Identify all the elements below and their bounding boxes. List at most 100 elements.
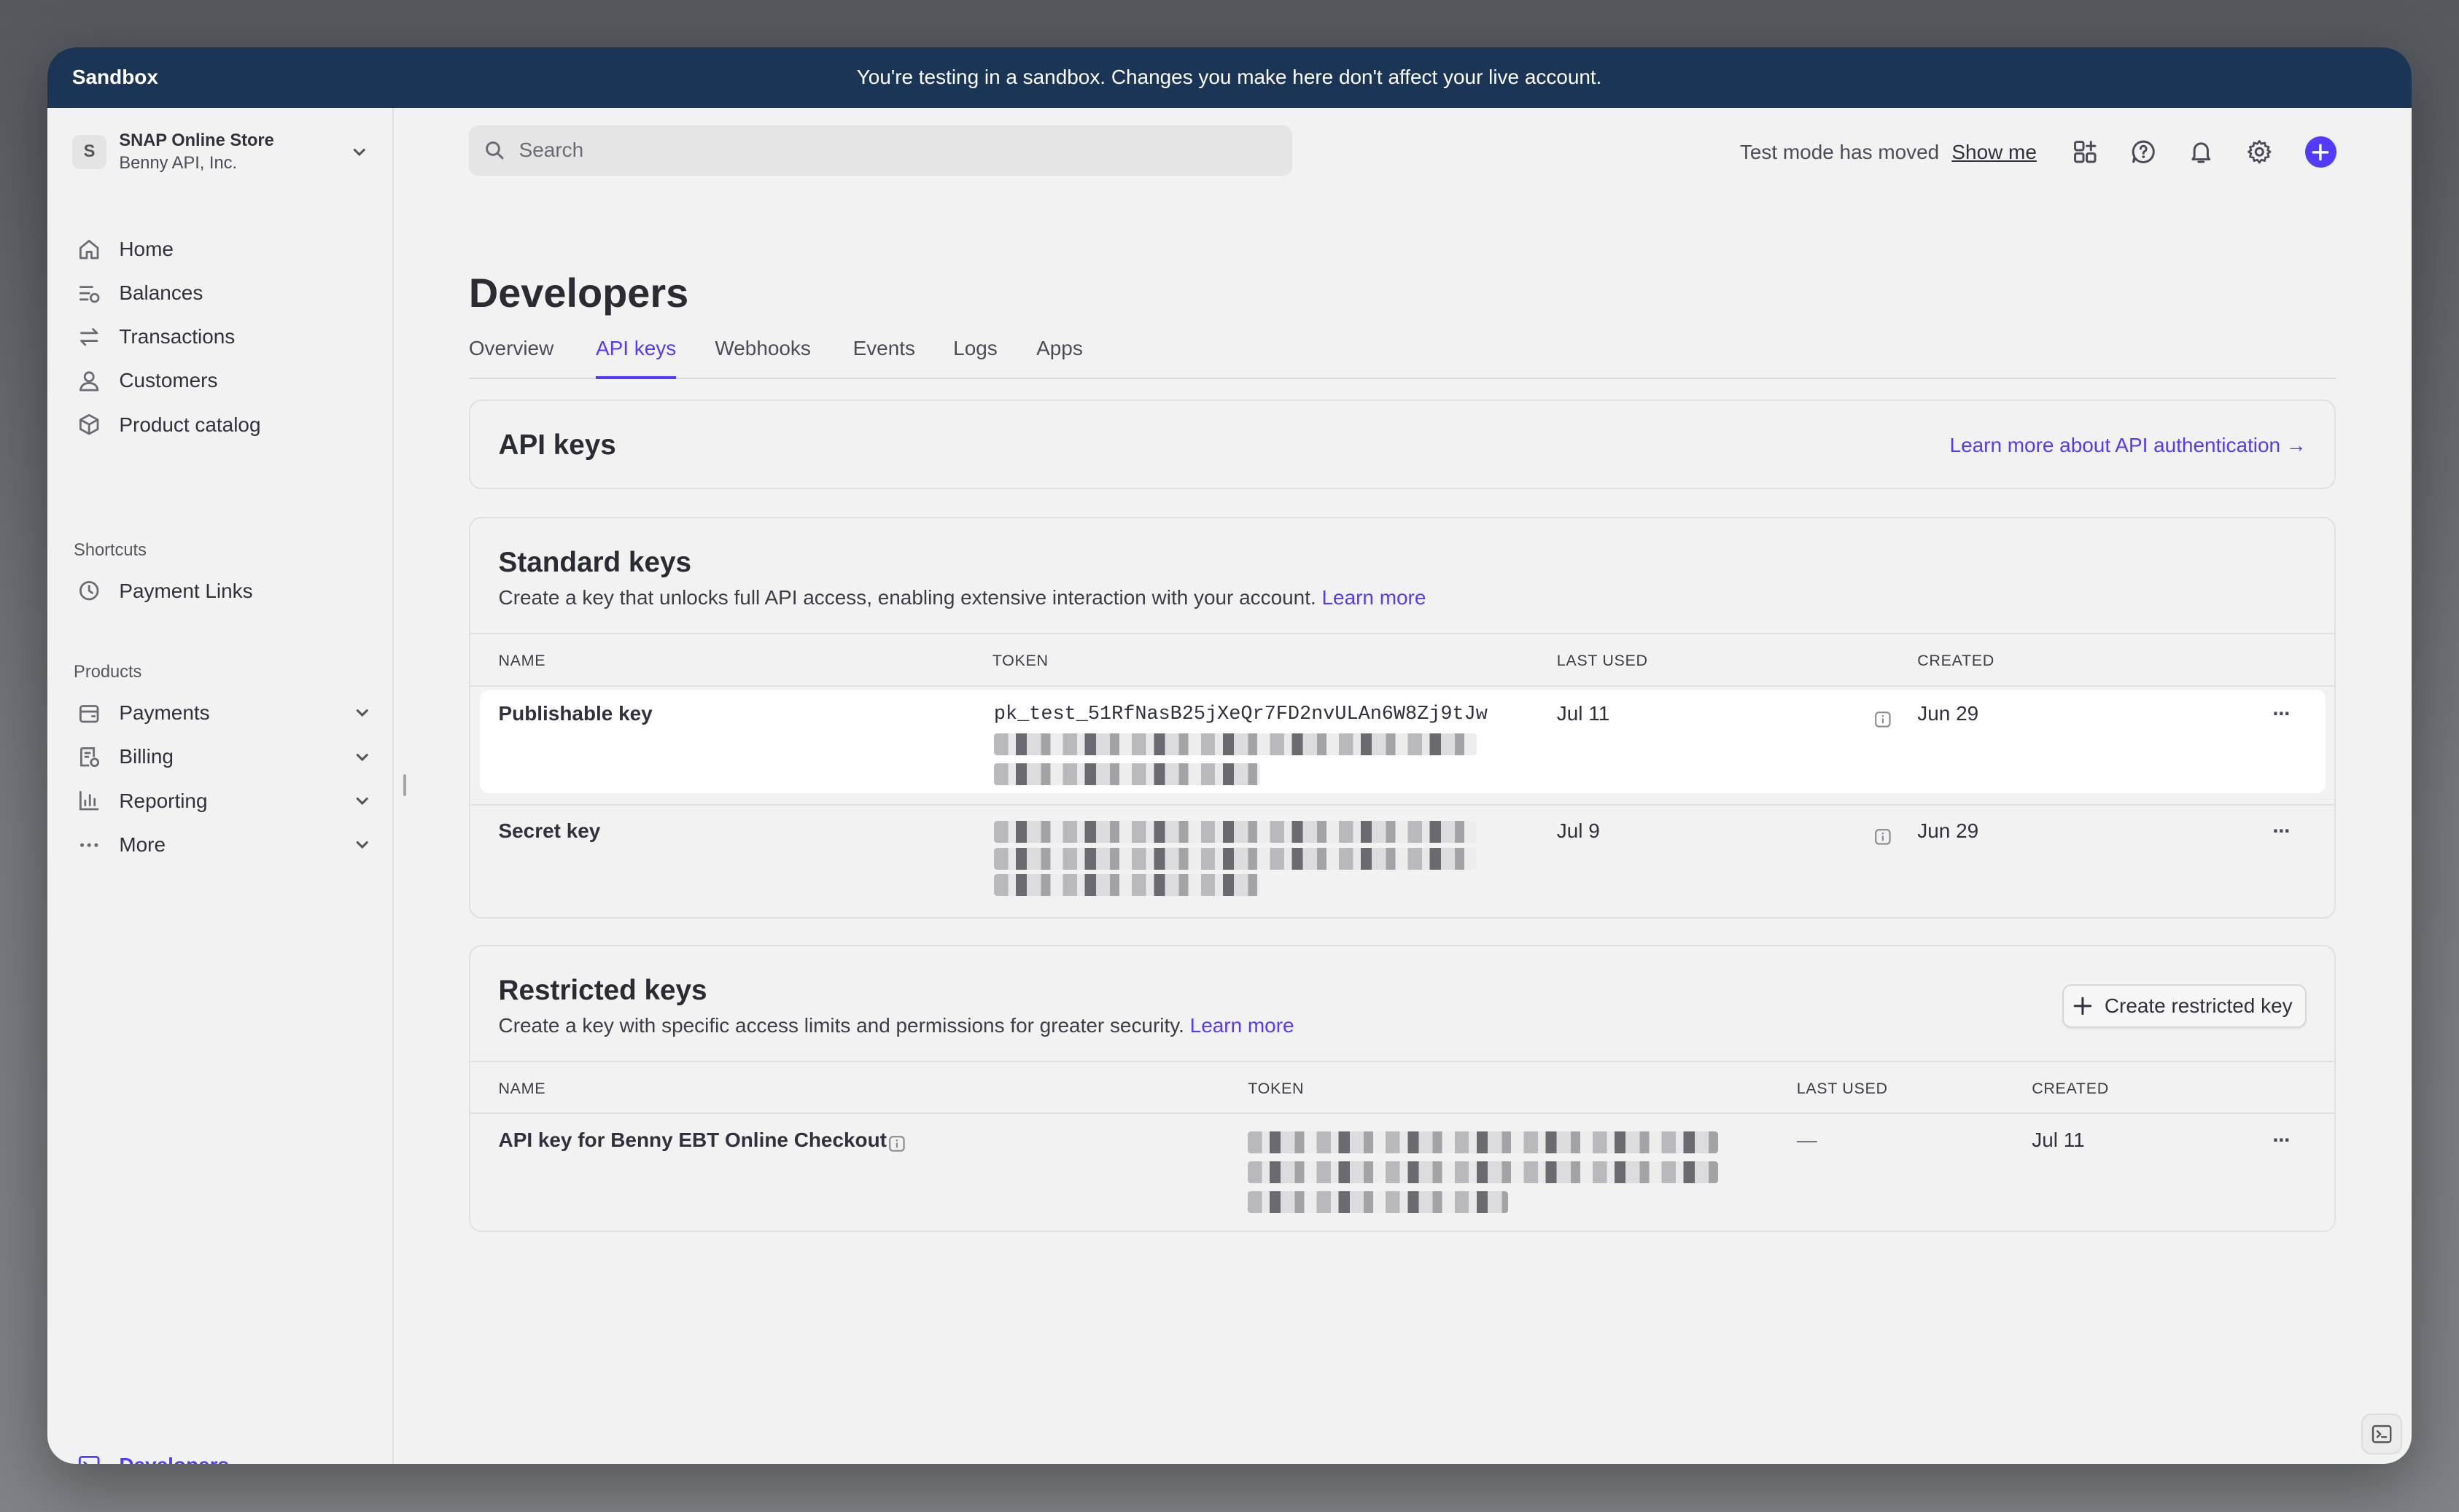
- apps-icon[interactable]: [2070, 136, 2101, 168]
- more-options-icon[interactable]: ···: [2272, 1129, 2291, 1153]
- transactions-icon: [75, 323, 104, 351]
- sidebar-item-product-catalog[interactable]: Product catalog: [75, 406, 373, 444]
- redacted-token-line: [993, 763, 1261, 785]
- redacted-token-line: [993, 847, 1477, 870]
- account-name: SNAP Online Store: [119, 131, 274, 151]
- column-header-token: TOKEN: [1248, 1080, 1305, 1098]
- plus-icon: [2073, 995, 2095, 1017]
- sidebar-item-label: Reporting: [119, 789, 208, 812]
- sidebar-item-transactions[interactable]: Transactions: [75, 318, 373, 356]
- standard-keys-learn-more-link[interactable]: Learn more: [1321, 585, 1426, 609]
- key-token[interactable]: pk_test_51RfNasB25jXeQr7FD2nvULAn6W8Zj9t…: [993, 704, 1488, 726]
- sidebar: S SNAP Online Store Benny API, Inc. Home…: [47, 108, 394, 1465]
- bell-icon[interactable]: [2186, 136, 2217, 168]
- tab-events[interactable]: Events: [852, 337, 915, 360]
- restricted-keys-title: Restricted keys: [498, 975, 707, 1007]
- products-heading: Products: [74, 663, 142, 682]
- standard-keys-card: Standard keys Create a key that unlocks …: [468, 517, 2336, 919]
- create-restricted-key-button[interactable]: Create restricted key: [2062, 984, 2307, 1029]
- api-keys-card: API keys Learn more about API authentica…: [468, 400, 2336, 489]
- sidebar-item-label: Payments: [119, 701, 210, 725]
- sidebar-item-label: Transactions: [119, 325, 236, 348]
- tab-logs[interactable]: Logs: [953, 337, 998, 360]
- redacted-token-line: [993, 874, 1261, 897]
- chevron-down-icon: [351, 790, 373, 812]
- standard-keys-table-header: NAME TOKEN LAST USED CREATED: [470, 633, 2335, 687]
- restricted-keys-card: Restricted keys Create a key with specif…: [468, 945, 2336, 1232]
- box-icon: [75, 410, 104, 439]
- account-avatar: S: [71, 134, 107, 170]
- sidebar-item-customers[interactable]: Customers: [75, 362, 373, 400]
- restricted-keys-desc-text: Create a key with specific access limits…: [498, 1013, 1184, 1037]
- table-row-restricted-key[interactable]: API key for Benny EBT Online Checkout — …: [470, 1114, 2335, 1230]
- sidebar-item-payments[interactable]: Payments: [75, 694, 373, 732]
- sidebar-item-balances[interactable]: Balances: [75, 274, 373, 312]
- sandbox-title: Sandbox: [71, 66, 158, 89]
- search-input[interactable]: Search: [468, 125, 1292, 176]
- column-header-name: NAME: [498, 652, 546, 670]
- sidebar-item-label: Customers: [119, 369, 218, 392]
- key-last-used: —: [1796, 1128, 1817, 1151]
- redacted-token-line: [1248, 1161, 1719, 1184]
- tab-api-keys[interactable]: API keys: [595, 337, 677, 380]
- standard-keys-title: Standard keys: [498, 547, 691, 579]
- billing-icon: [75, 743, 104, 771]
- test-mode-text: Test mode has moved: [1739, 140, 1940, 163]
- key-name: API key for Benny EBT Online Checkout: [498, 1128, 887, 1151]
- table-row-publishable-key[interactable]: Publishable key pk_test_51RfNasB25jXeQr7…: [479, 689, 2326, 793]
- sidebar-item-label: Billing: [119, 745, 174, 768]
- info-icon[interactable]: [1873, 706, 1892, 728]
- info-icon[interactable]: [1873, 825, 1892, 845]
- restricted-keys-learn-more-link[interactable]: Learn more: [1189, 1013, 1294, 1037]
- tab-webhooks[interactable]: Webhooks: [715, 337, 811, 360]
- redacted-token-line: [993, 733, 1477, 756]
- sidebar-item-developers[interactable]: Developers: [75, 1446, 373, 1465]
- account-company: Benny API, Inc.: [119, 153, 238, 173]
- balances-icon: [75, 279, 104, 308]
- home-icon: [75, 235, 104, 263]
- sidebar-item-label: Payment Links: [119, 579, 253, 602]
- payments-icon: [75, 699, 104, 728]
- account-switcher[interactable]: S SNAP Online Store Benny API, Inc.: [71, 128, 370, 176]
- key-created: Jul 11: [2032, 1128, 2085, 1151]
- sidebar-item-payment-links[interactable]: Payment Links: [75, 572, 373, 610]
- terminal-toggle-button[interactable]: [2361, 1414, 2402, 1455]
- redacted-token-line: [993, 821, 1477, 843]
- create-plus-button[interactable]: [2304, 136, 2336, 168]
- tab-overview[interactable]: Overview: [468, 337, 554, 360]
- tab-apps[interactable]: Apps: [1036, 337, 1083, 360]
- sidebar-item-label: Balances: [119, 281, 203, 305]
- standard-keys-description: Create a key that unlocks full API acces…: [499, 586, 1426, 609]
- main-content: Search Test mode has moved Show me Devel…: [394, 108, 2412, 1464]
- redacted-token-line: [1248, 1131, 1719, 1154]
- gear-icon[interactable]: [2244, 136, 2275, 168]
- sidebar-resize-handle[interactable]: [403, 774, 406, 797]
- key-name: Secret key: [498, 819, 601, 843]
- sidebar-item-label: Home: [119, 237, 174, 260]
- info-icon[interactable]: [887, 1131, 906, 1152]
- more-options-icon[interactable]: ···: [2272, 819, 2291, 844]
- key-last-used: Jul 11: [1556, 702, 1610, 725]
- chevron-down-icon: [348, 141, 370, 163]
- column-header-name: NAME: [498, 1080, 546, 1098]
- sidebar-item-label: Product catalog: [119, 413, 261, 436]
- page-title: Developers: [468, 270, 689, 316]
- help-icon[interactable]: [2128, 136, 2159, 168]
- developer-tabs: Overview API keys Webhooks Events Logs A…: [468, 337, 2336, 380]
- table-row-secret-key[interactable]: Secret key Jul 9 Jun 29 ···: [470, 803, 2335, 914]
- customers-icon: [75, 367, 104, 395]
- sidebar-item-label: Developers: [119, 1454, 373, 1464]
- learn-more-auth-link[interactable]: Learn more about API authentication →: [1949, 434, 2307, 457]
- sidebar-item-more[interactable]: More: [75, 826, 373, 864]
- column-header-token: TOKEN: [992, 652, 1049, 670]
- chevron-down-icon: [351, 834, 373, 856]
- show-me-link[interactable]: Show me: [1951, 140, 2037, 163]
- shortcuts-heading: Shortcuts: [74, 540, 147, 560]
- terminal-icon: [75, 1451, 104, 1465]
- create-restricted-key-label: Create restricted key: [2104, 994, 2293, 1018]
- column-header-created: CREATED: [1917, 652, 1994, 670]
- sidebar-item-home[interactable]: Home: [75, 230, 373, 268]
- sidebar-item-reporting[interactable]: Reporting: [75, 782, 373, 820]
- sidebar-item-billing[interactable]: Billing: [75, 739, 373, 776]
- more-options-icon[interactable]: ···: [2272, 702, 2291, 727]
